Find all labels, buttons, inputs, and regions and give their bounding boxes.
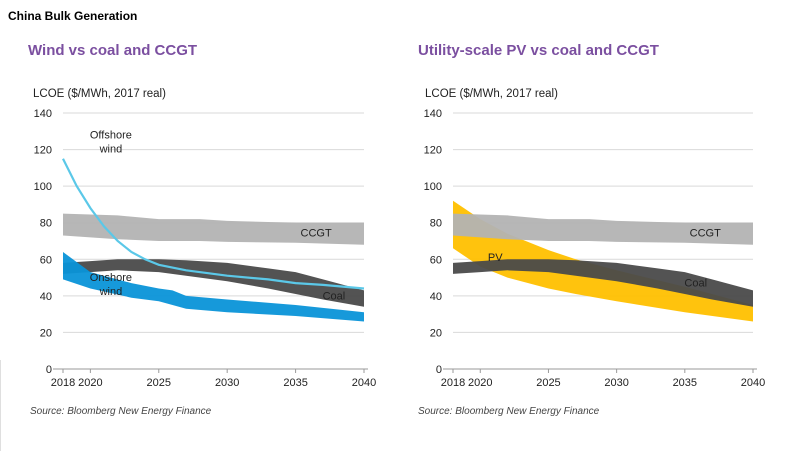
left-x-tick-label: 2025 [147, 377, 171, 389]
left-y-axis-label: LCOE ($/MWh, 2017 real) [33, 88, 166, 100]
left-onshore-wind-band [63, 252, 364, 322]
right-coal-band [453, 259, 753, 307]
right-series-annotation: CCGT [690, 227, 721, 239]
right-ccgt-band [453, 213, 753, 245]
right-x-tick-label: 2030 [604, 377, 628, 389]
left-series-annotation: wind [99, 143, 123, 155]
left-x-tick-label: 2030 [215, 377, 239, 389]
right-series-annotation: Coal [684, 278, 707, 290]
left-series-annotation: CCGT [301, 227, 332, 239]
right-y-tick-label: 0 [436, 364, 442, 376]
right-y-tick-label: 20 [430, 327, 442, 339]
left-offshore-wind-line [62, 158, 365, 290]
left-y-tick-label: 20 [40, 327, 52, 339]
right-x-tick-label: 2040 [741, 377, 765, 389]
right-source-note: Source: Bloomberg New Energy Finance [418, 406, 600, 417]
left-y-tick-label: 80 [40, 218, 52, 230]
left-x-tick-label: 2020 [78, 377, 102, 389]
left-ccgt-band [63, 213, 364, 245]
left-x-tick-label: 2040 [352, 377, 376, 389]
left-source-note: Source: Bloomberg New Energy Finance [30, 406, 212, 417]
left-coal-band [63, 259, 364, 307]
right-series-annotation: PV [488, 252, 503, 264]
left-series-annotation: Coal [323, 291, 346, 303]
left-y-tick-label: 0 [46, 364, 52, 376]
left-y-tick-label: 100 [34, 181, 52, 193]
right-y-tick-label: 100 [424, 181, 442, 193]
left-series-annotation: wind [99, 286, 123, 298]
left-y-tick-label: 140 [34, 108, 52, 120]
left-x-tick-label: 2035 [283, 377, 307, 389]
page-title: China Bulk Generation [8, 9, 138, 23]
right-x-tick-label: 2020 [468, 377, 492, 389]
left-series-annotation: Offshore [90, 130, 132, 142]
right-x-tick-label: 2035 [673, 377, 697, 389]
left-series-annotation: Onshore [90, 272, 132, 284]
right-y-tick-label: 80 [430, 218, 442, 230]
left-y-tick-label: 40 [40, 291, 52, 303]
right-y-axis-label: LCOE ($/MWh, 2017 real) [425, 88, 558, 100]
right-chart-title: Utility-scale PV vs coal and CCGT [418, 42, 659, 59]
right-y-tick-label: 40 [430, 291, 442, 303]
left-chart-title: Wind vs coal and CCGT [28, 42, 198, 59]
left-y-tick-label: 60 [40, 254, 52, 266]
right-x-tick-label: 2018 [441, 377, 465, 389]
left-x-tick-label: 2018 [51, 377, 75, 389]
right-y-tick-label: 60 [430, 254, 442, 266]
right-y-tick-label: 120 [424, 145, 442, 157]
left-y-tick-label: 120 [34, 145, 52, 157]
right-x-tick-label: 2025 [536, 377, 560, 389]
right-y-tick-label: 140 [424, 108, 442, 120]
